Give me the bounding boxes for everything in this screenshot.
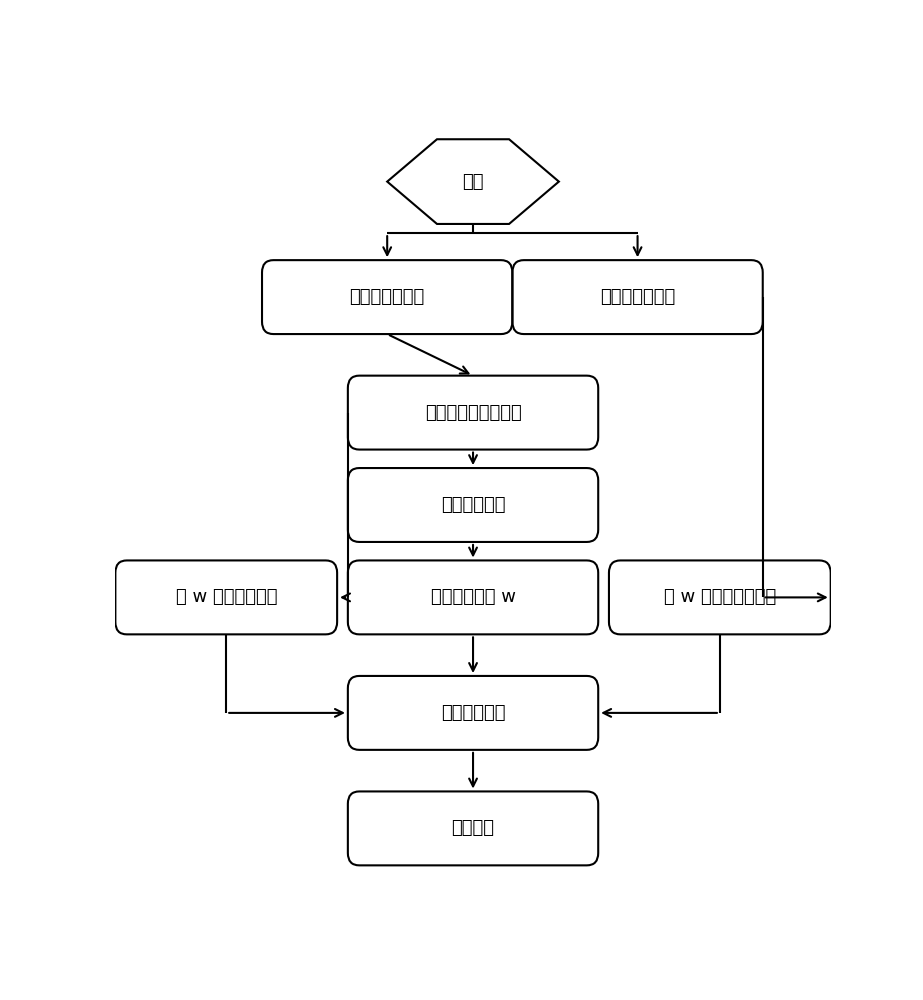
Text: 开始: 开始: [462, 173, 484, 191]
Text: 训练图像预处理: 训练图像预处理: [350, 288, 425, 306]
Text: 用 w 对特征集降维: 用 w 对特征集降维: [175, 588, 277, 606]
Text: 用 w 对测试图像降维: 用 w 对测试图像降维: [664, 588, 776, 606]
Text: 计算降维矩阵 w: 计算降维矩阵 w: [430, 588, 516, 606]
Text: 测试图像预处理: 测试图像预处理: [600, 288, 676, 306]
Text: 分类识别: 分类识别: [451, 819, 495, 837]
Text: 计算训练图像特征集: 计算训练图像特征集: [425, 404, 521, 422]
Text: 重构测试图像: 重构测试图像: [441, 704, 505, 722]
Text: 重构训练图像: 重构训练图像: [441, 496, 505, 514]
